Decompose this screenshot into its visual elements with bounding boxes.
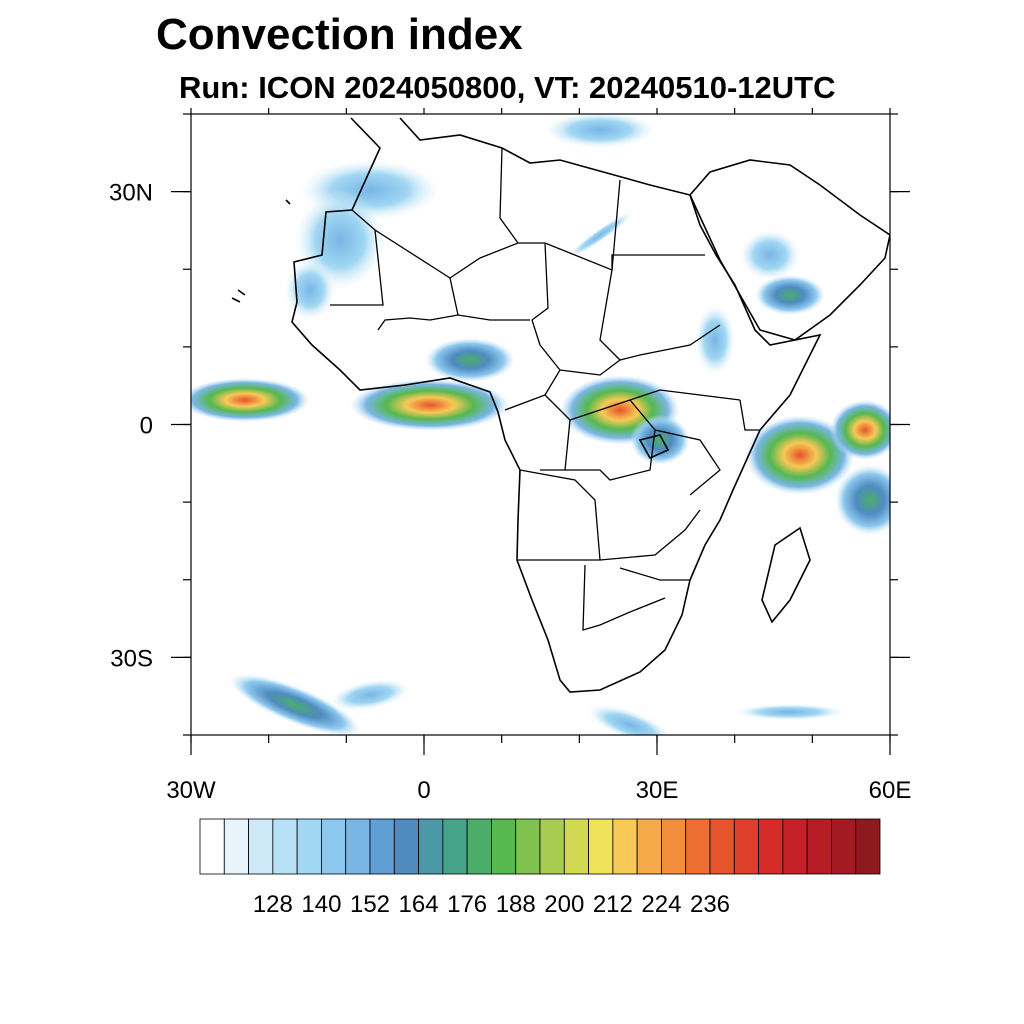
- colorbar-label: 140: [301, 891, 341, 918]
- colorbar-box: [539, 818, 565, 875]
- colorbar-box: [223, 818, 249, 875]
- map-axes: 30W 0 30E 60E 30N 0 30S: [109, 108, 911, 804]
- colorbar-box: [563, 818, 589, 875]
- lon-tick-label: 30E: [636, 777, 679, 804]
- colorbar-box: [806, 818, 832, 875]
- colorbar-box: [661, 818, 687, 875]
- colorbar-label: 176: [447, 891, 487, 918]
- colorbar-box: [345, 818, 371, 875]
- map-panel: [191, 114, 890, 735]
- colorbar-box: [733, 818, 759, 875]
- colorbar-label: 164: [399, 891, 439, 918]
- colorbar-box: [636, 818, 662, 875]
- map-subtitle: Run: ICON 2024050800, VT: 20240510-12UTC: [179, 70, 836, 105]
- lat-tick-label: 30N: [109, 180, 153, 207]
- colorbar-label: 224: [641, 891, 681, 918]
- colorbar-label: 200: [544, 891, 584, 918]
- lon-tick-label: 60E: [869, 777, 912, 804]
- country-borders: [330, 147, 760, 631]
- colorbar-box: [272, 818, 298, 875]
- colorbar-box: [296, 818, 322, 875]
- colorbar-box: [758, 818, 784, 875]
- colorbar-label: 128: [253, 891, 293, 918]
- lat-tick-label: 0: [140, 413, 153, 440]
- colorbar-box: [588, 818, 614, 875]
- colorbar-box: [418, 818, 444, 875]
- colorbar-label: 188: [496, 891, 536, 918]
- colorbar-box: [782, 818, 808, 875]
- colorbar: 128 140 152 164 176 188 200 212 224 236: [199, 818, 881, 918]
- colorbar-box: [831, 818, 857, 875]
- map-title: Convection index: [156, 10, 523, 59]
- colorbar-box: [199, 818, 225, 875]
- colorbar-box: [248, 818, 274, 875]
- lon-tick-label: 30W: [166, 777, 216, 804]
- colorbar-box: [442, 818, 468, 875]
- lat-tick-label: 30S: [110, 645, 153, 672]
- colorbar-label: 236: [690, 891, 730, 918]
- coastlines: [231, 117, 890, 693]
- convection-field: [191, 114, 890, 735]
- colorbar-box: [393, 818, 419, 875]
- colorbar-box: [855, 818, 881, 875]
- colorbar-label: 212: [593, 891, 633, 918]
- colorbar-box: [491, 818, 517, 875]
- colorbar-box: [515, 818, 541, 875]
- colorbar-box: [709, 818, 735, 875]
- colorbar-box: [612, 818, 638, 875]
- lon-tick-label: 0: [417, 777, 430, 804]
- colorbar-box: [685, 818, 711, 875]
- colorbar-label: 152: [350, 891, 390, 918]
- colorbar-box: [321, 818, 347, 875]
- colorbar-box: [466, 818, 492, 875]
- colorbar-box: [369, 818, 395, 875]
